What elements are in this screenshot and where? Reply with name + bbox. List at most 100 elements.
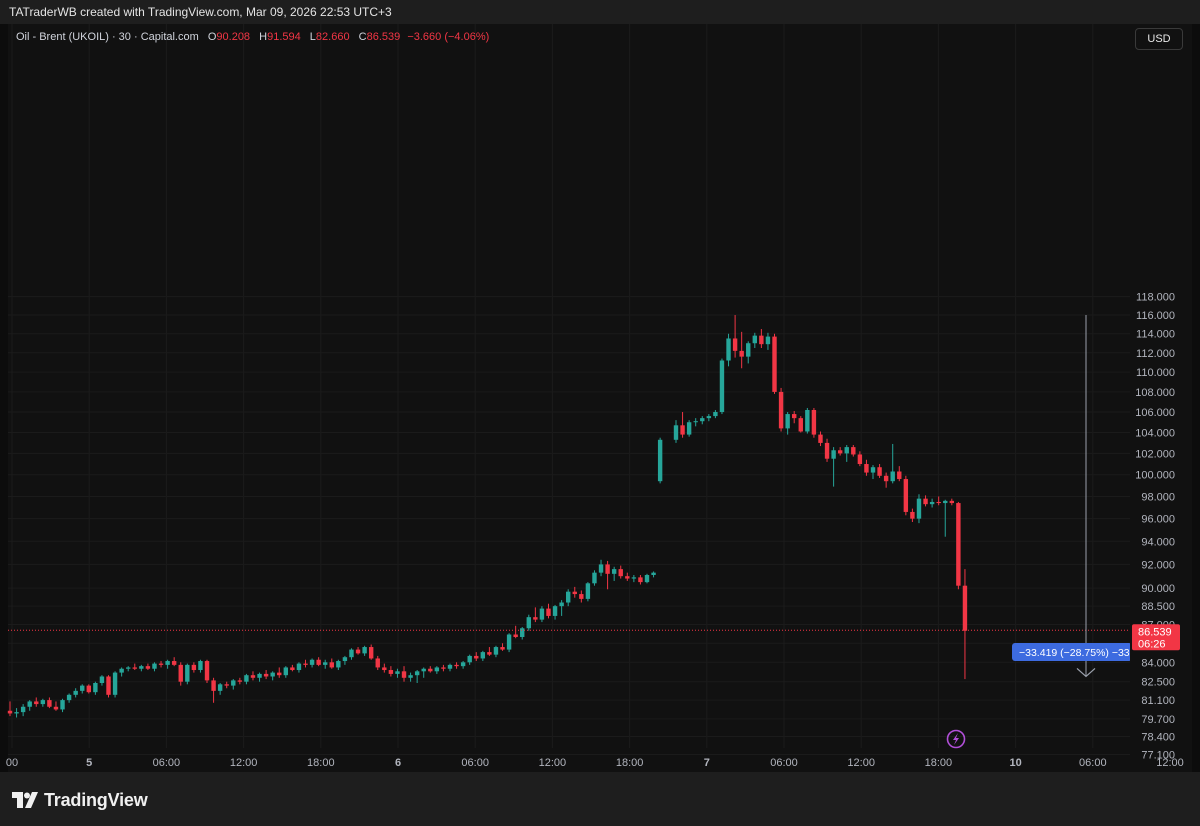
tradingview-logo[interactable]: TradingView bbox=[12, 789, 148, 811]
candle-body bbox=[349, 649, 354, 658]
candle-up bbox=[362, 645, 367, 656]
candle-down bbox=[263, 670, 269, 680]
candle-down bbox=[638, 575, 643, 585]
candle-down bbox=[798, 416, 803, 433]
candle-up bbox=[726, 333, 731, 367]
candle-body bbox=[454, 664, 459, 667]
candle-body bbox=[20, 706, 26, 713]
candle-body bbox=[706, 416, 712, 419]
candle-up bbox=[231, 679, 236, 690]
candle-up bbox=[631, 575, 637, 583]
candle-series bbox=[7, 315, 968, 718]
candle-up bbox=[270, 671, 275, 681]
candle-down bbox=[533, 607, 538, 623]
candle-body bbox=[500, 647, 505, 650]
candle-body bbox=[414, 671, 420, 676]
candle-up bbox=[592, 570, 597, 586]
candle-body bbox=[870, 467, 876, 473]
candle-body bbox=[316, 659, 321, 665]
candle-body bbox=[585, 583, 591, 599]
candle-body bbox=[857, 454, 863, 465]
candle-body bbox=[605, 564, 610, 574]
candle-body bbox=[231, 680, 236, 686]
measure-tool[interactable]: −33.419 (−28.75%) −33 bbox=[1012, 315, 1132, 678]
price-tick-label: 79.700 bbox=[1141, 714, 1175, 726]
candle-body bbox=[818, 434, 823, 443]
price-tick-label: 110.000 bbox=[1136, 367, 1175, 379]
candle-body bbox=[112, 672, 118, 695]
time-tick-label: 12:00 bbox=[539, 757, 567, 769]
price-tick-label: 96.000 bbox=[1141, 514, 1175, 526]
candle-body bbox=[631, 577, 637, 579]
candle-body bbox=[890, 471, 895, 482]
candle-body bbox=[487, 652, 492, 655]
candle-down bbox=[792, 411, 797, 424]
candle-down bbox=[441, 664, 446, 672]
candle-body bbox=[99, 676, 105, 683]
time-tick-label: 5 bbox=[86, 757, 92, 769]
candle-up bbox=[870, 465, 876, 480]
candle-down bbox=[818, 431, 823, 447]
time-axis[interactable]: 00 5 06:00 12:00 18:00 6 06:00 12:00 18:00 7 06:00… bbox=[6, 757, 1184, 769]
candle-down bbox=[211, 677, 216, 703]
price-tick-label: 98.000 bbox=[1141, 491, 1175, 503]
candle-body bbox=[844, 447, 849, 454]
candle-down bbox=[237, 677, 243, 685]
chart-pane[interactable] bbox=[8, 24, 1192, 772]
candle-up bbox=[434, 666, 440, 674]
candle-up bbox=[395, 668, 400, 678]
candle-up bbox=[552, 604, 558, 620]
price-axis[interactable]: 118.000 116.000 114.000 112.000 110.000 108.0… bbox=[1130, 24, 1192, 772]
candle-up bbox=[283, 666, 289, 678]
candle-down bbox=[837, 447, 843, 456]
candle-body bbox=[441, 667, 446, 669]
time-tick-label: 18:00 bbox=[616, 757, 644, 769]
currency-button[interactable]: USD bbox=[1135, 28, 1183, 50]
close-value: 86.539 bbox=[366, 31, 401, 43]
price-tick-label: 104.000 bbox=[1135, 428, 1175, 440]
candle-down bbox=[513, 625, 518, 639]
candle-up bbox=[890, 443, 895, 484]
candle-body bbox=[428, 668, 433, 672]
open-label: O bbox=[207, 31, 217, 43]
candle-down bbox=[883, 472, 889, 488]
time-tick-label: 00 bbox=[6, 757, 18, 769]
lightning-icon[interactable] bbox=[946, 729, 966, 749]
candle-up bbox=[943, 499, 948, 537]
candle-body bbox=[178, 664, 183, 682]
candle-down bbox=[956, 501, 961, 590]
candle-body bbox=[362, 647, 367, 654]
candle-up bbox=[929, 498, 935, 508]
candle-body bbox=[375, 658, 380, 668]
candle-up bbox=[611, 566, 617, 581]
candle-down bbox=[355, 647, 361, 655]
price-tick-label: 118.000 bbox=[1136, 292, 1175, 304]
time-tick-label: 12:00 bbox=[847, 757, 875, 769]
candle-up bbox=[40, 698, 46, 707]
candle-body bbox=[673, 425, 679, 440]
candle-down bbox=[316, 657, 321, 667]
candle-body bbox=[47, 700, 52, 707]
candle-up bbox=[99, 675, 105, 686]
candle-up bbox=[565, 589, 571, 607]
candle-body bbox=[778, 391, 784, 429]
grid-lines bbox=[8, 24, 1171, 756]
candle-down bbox=[949, 498, 955, 506]
candle-up bbox=[713, 410, 718, 419]
measure-arrow-head bbox=[1076, 667, 1096, 678]
candle-body bbox=[132, 667, 137, 669]
candle-body bbox=[700, 418, 705, 422]
brand-name: TradingView bbox=[44, 789, 148, 810]
candle-body bbox=[726, 338, 731, 361]
candle-down bbox=[778, 387, 784, 432]
candle-body bbox=[956, 503, 961, 586]
candle-up bbox=[467, 654, 472, 665]
candle-up bbox=[598, 559, 604, 577]
candle-down bbox=[579, 590, 584, 603]
candle-body bbox=[752, 335, 758, 344]
measure-label-text: −33.419 (−28.75%) −33 bbox=[1019, 647, 1130, 659]
candle-body bbox=[382, 667, 387, 671]
candle-up bbox=[916, 494, 922, 524]
candle-body bbox=[257, 673, 262, 678]
